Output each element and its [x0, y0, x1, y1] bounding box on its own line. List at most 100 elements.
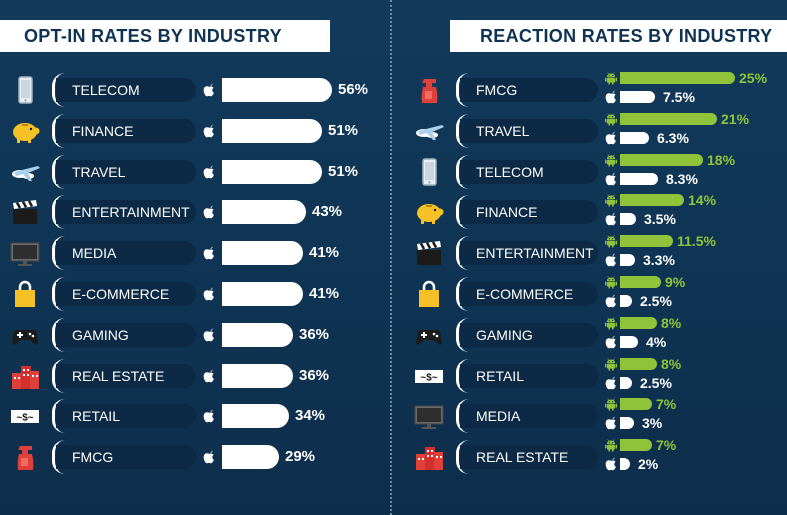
android-icon — [604, 357, 618, 371]
spray-bottle-icon — [412, 75, 446, 105]
apple-value: 3% — [642, 415, 663, 431]
opt-in-value: 41% — [309, 244, 340, 261]
opt-in-row-fmcg: FMCG 29% — [0, 440, 390, 474]
row-bracket — [52, 155, 65, 189]
android-bar — [620, 113, 717, 125]
airplane-icon — [412, 116, 446, 146]
opt-in-bar — [222, 78, 332, 102]
buildings-icon — [8, 361, 42, 391]
apple-value: 3.5% — [644, 211, 676, 227]
opt-in-row-media: MEDIA 41% — [0, 236, 390, 270]
svg-text:~$~: ~$~ — [16, 413, 33, 424]
category-label: FINANCE — [460, 200, 598, 224]
apple-icon — [202, 409, 216, 423]
reaction-rates-title: REACTION RATES BY INDUSTRY — [450, 20, 787, 52]
row-bracket — [52, 195, 65, 229]
category-label: ENTERTAINMENT — [460, 241, 598, 265]
money-icon: ~$~ — [412, 361, 446, 391]
row-bracket — [456, 195, 469, 229]
opt-in-value: 36% — [299, 326, 330, 343]
opt-in-row-travel: TRAVEL 51% — [0, 155, 390, 189]
row-bracket — [456, 359, 469, 393]
apple-icon — [202, 246, 216, 260]
opt-in-row-entertainment: ENTERTAINMENT 43% — [0, 195, 390, 229]
opt-in-bar — [222, 200, 306, 224]
row-bracket — [456, 236, 469, 270]
category-label: E-COMMERCE — [460, 282, 598, 306]
apple-value: 3.3% — [643, 252, 675, 268]
phone-icon — [8, 75, 42, 105]
opt-in-row-e-commerce: E-COMMERCE 41% — [0, 277, 390, 311]
opt-in-row-gaming: GAMING 36% — [0, 318, 390, 352]
opt-in-value: 56% — [338, 81, 369, 98]
apple-icon — [604, 416, 618, 430]
opt-in-value: 29% — [285, 448, 316, 465]
reaction-row-telecom: TELECOM 18% 8.3% — [0, 153, 787, 189]
row-bracket — [52, 236, 65, 270]
android-bar — [620, 358, 657, 370]
category-label: TELECOM — [56, 78, 196, 102]
apple-icon — [202, 124, 216, 138]
opt-in-bar — [222, 160, 322, 184]
apple-icon — [604, 212, 618, 226]
gamepad-icon — [412, 320, 446, 350]
row-bracket — [456, 114, 469, 148]
android-value: 7% — [656, 396, 677, 412]
category-label: ENTERTAINMENT — [56, 200, 196, 224]
apple-icon — [604, 335, 618, 349]
reaction-row-real-estate: REAL ESTATE 7% 2% — [0, 438, 787, 474]
android-icon — [604, 193, 618, 207]
android-icon — [604, 71, 618, 85]
apple-icon — [604, 253, 618, 267]
spray-bottle-icon — [8, 442, 42, 472]
android-value: 25% — [739, 70, 768, 86]
reaction-row-media: MEDIA 7% 3% — [0, 397, 787, 433]
category-label: REAL ESTATE — [56, 364, 196, 388]
category-label: MEDIA — [460, 404, 598, 428]
opt-in-rates-title: OPT-IN RATES BY INDUSTRY — [0, 20, 330, 52]
apple-icon — [604, 172, 618, 186]
category-label: GAMING — [56, 323, 196, 347]
apple-value: 7.5% — [663, 89, 695, 105]
reaction-row-gaming: GAMING 8% 4% — [0, 316, 787, 352]
reaction-row-travel: TRAVEL 21% 6.3% — [0, 112, 787, 148]
category-label: MEDIA — [56, 241, 196, 265]
apple-icon — [604, 457, 618, 471]
android-icon — [604, 275, 618, 289]
apple-value: 2.5% — [640, 375, 672, 391]
tv-icon — [8, 238, 42, 268]
apple-value: 4% — [646, 334, 667, 350]
android-icon — [604, 153, 618, 167]
category-label: FINANCE — [56, 119, 196, 143]
apple-bar — [620, 417, 634, 429]
opt-in-bar — [222, 282, 303, 306]
apple-bar — [620, 295, 632, 307]
row-bracket — [456, 73, 469, 107]
android-bar — [620, 439, 652, 451]
apple-bar — [620, 132, 649, 144]
android-value: 9% — [665, 274, 686, 290]
money-icon: ~$~ — [8, 401, 42, 431]
phone-icon — [412, 157, 446, 187]
android-bar — [620, 194, 684, 206]
category-label: GAMING — [460, 323, 598, 347]
apple-value: 2.5% — [640, 293, 672, 309]
row-bracket — [52, 440, 65, 474]
apple-bar — [620, 173, 658, 185]
apple-bar — [620, 458, 630, 470]
tv-icon — [412, 401, 446, 431]
buildings-icon — [412, 442, 446, 472]
shopping-bag-icon — [8, 279, 42, 309]
category-label: FMCG — [460, 78, 598, 102]
apple-bar — [620, 377, 632, 389]
opt-in-bar — [222, 119, 322, 143]
apple-icon — [202, 328, 216, 342]
android-icon — [604, 397, 618, 411]
android-value: 14% — [688, 192, 717, 208]
opt-in-row-real-estate: REAL ESTATE 36% — [0, 359, 390, 393]
piggy-bank-icon — [8, 116, 42, 146]
reaction-row-e-commerce: E-COMMERCE 9% 2.5% — [0, 275, 787, 311]
category-label: FMCG — [56, 445, 196, 469]
opt-in-value: 51% — [328, 163, 359, 180]
